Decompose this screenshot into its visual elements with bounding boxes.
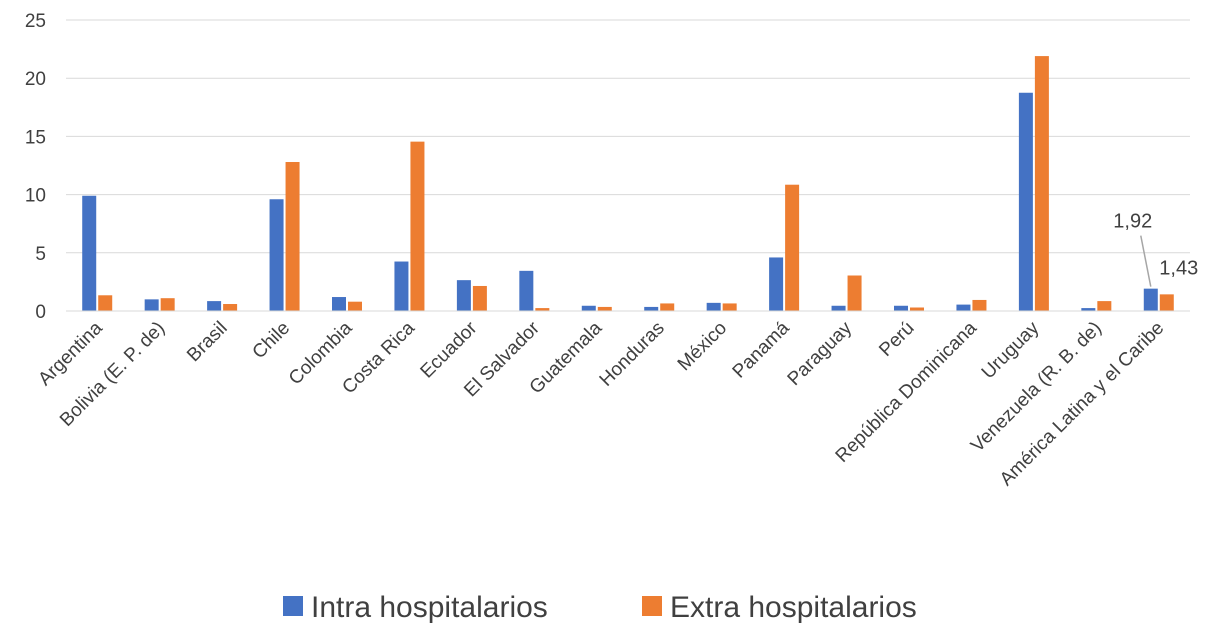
bar-intra [456,280,471,311]
bar-intra [82,195,97,311]
bar-extra [785,184,800,311]
bar-intra [144,299,159,311]
category-label: México [674,318,731,375]
bar-intra [956,304,971,311]
leader-line [1140,235,1152,287]
y-tick-label: 25 [25,11,46,32]
data-label: 1,92 [1113,211,1152,233]
bar-extra [972,299,987,311]
y-tick-label: 0 [35,302,46,323]
bar-extra [98,295,113,311]
bar-extra [597,306,612,311]
category-label: Ecuador [417,317,482,382]
bar-intra [1018,92,1033,311]
bar-intra [706,302,721,311]
bar-extra [410,141,425,311]
y-tick-label: 20 [25,69,46,90]
y-axis-tick-labels: 0 5 10 15 20 25 [25,11,46,323]
legend-label: Extra hospitalarios [670,591,917,624]
bar-intra [332,297,346,311]
bar-intra [519,270,534,311]
data-labels: 1,92 1,43 [1113,211,1198,287]
bar-extra [1097,301,1112,311]
bar-extra [910,307,924,311]
category-label: Panamá [729,317,794,382]
category-label: Honduras [596,318,669,391]
y-tick-label: 5 [35,244,46,265]
bar-extra [348,301,362,311]
category-label: Paraguay [784,317,857,390]
bar-intra [831,305,846,311]
category-label: Uruguay [978,317,1044,383]
category-label: Brasil [183,318,231,366]
bar-intra [269,199,284,311]
bar-intra [207,301,222,311]
bar-intra [894,305,908,311]
bar-intra [581,305,596,311]
legend-swatch [642,596,662,616]
bar-extra [535,308,550,311]
bar-intra [769,257,784,311]
gridlines [66,19,1190,254]
category-label: Bolivia (E. P. de) [56,318,169,431]
bar-intra [1143,288,1158,311]
y-tick-label: 15 [25,127,46,148]
bar-extra [847,275,862,311]
bar-intra [644,306,659,311]
bar-extra [1034,56,1049,311]
bar-intra [394,261,409,311]
bar-extra [722,303,737,311]
bar-extra [472,285,487,311]
legend: Intra hospitalarios Extra hospitalarios [283,591,917,624]
bar-extra [160,298,175,311]
y-tick-label: 10 [25,186,46,207]
category-label: Perú [875,318,918,361]
bar-extra [660,303,675,311]
bars [82,56,1174,311]
legend-label: Intra hospitalarios [311,591,548,624]
bar-extra [1159,294,1174,311]
category-label: Chile [249,318,294,363]
bar-extra [223,304,238,311]
bar-extra [285,162,300,311]
legend-swatch [283,596,303,616]
bar-intra [1081,308,1096,311]
data-label: 1,43 [1159,257,1198,279]
